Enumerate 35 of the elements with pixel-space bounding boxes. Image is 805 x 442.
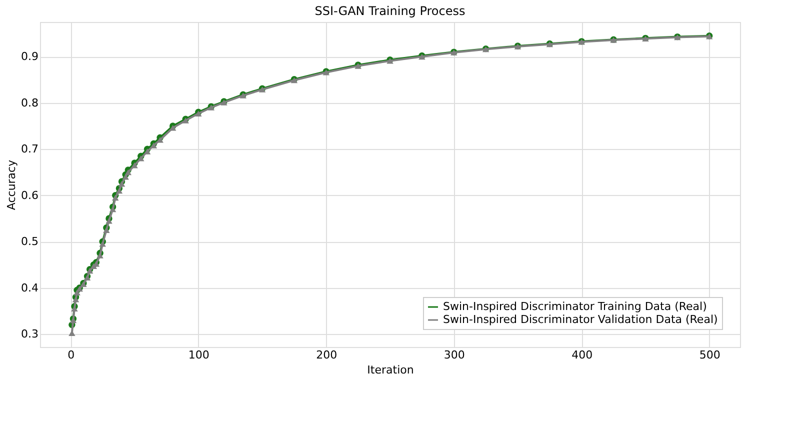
point (96, 252, 104, 258)
point (106, 218, 112, 224)
x-tick-label: 0 (68, 348, 75, 362)
x-axis-title: Iteration (367, 364, 414, 376)
point (103, 227, 110, 233)
y-axis-title: Accuracy (5, 159, 18, 210)
point (109, 206, 116, 212)
point (71, 306, 78, 312)
y-tick-label: 0.7 (21, 142, 38, 156)
point (99, 241, 106, 247)
y-tick-label: 0.6 (21, 188, 38, 202)
point (118, 180, 126, 187)
y-tick-label: 0.5 (21, 235, 38, 248)
y-tick-label: 0.8 (21, 96, 38, 110)
point (72, 296, 80, 302)
point (131, 162, 138, 168)
point (144, 148, 151, 154)
x-tick-label: 500 (699, 348, 720, 362)
point (68, 330, 76, 336)
x-tick-label: 200 (316, 348, 338, 362)
point (74, 290, 80, 296)
point (122, 174, 129, 180)
point (138, 155, 144, 162)
y-tick-label: 0.9 (21, 50, 38, 64)
point (116, 188, 123, 194)
y-tick-label: 0.3 (21, 328, 38, 341)
x-tick-label: 100 (188, 348, 210, 362)
point (112, 194, 119, 201)
point (124, 169, 132, 176)
legend-label: Swin-Inspired Discriminator Validation Data (Real) (443, 313, 718, 326)
x-tick-label: 300 (444, 348, 465, 362)
legend-label: Swin-Inspired Discriminator Training Data (Real) (443, 300, 707, 313)
chart-title: SSI-GAN Training Process (314, 4, 466, 18)
y-tick-label: 0.4 (21, 281, 38, 294)
x-tick-label: 400 (572, 348, 593, 362)
